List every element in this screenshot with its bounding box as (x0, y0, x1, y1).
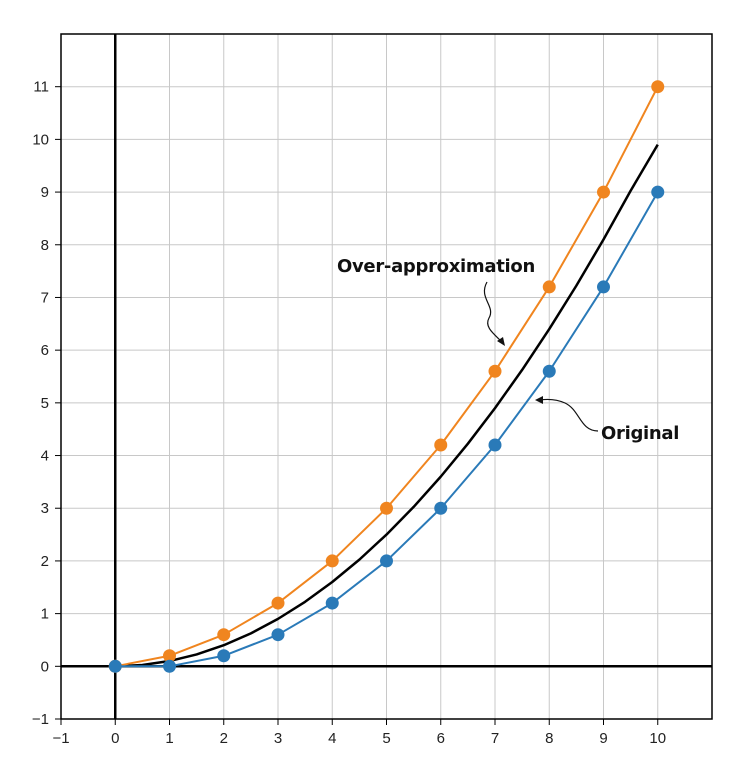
annotations: Over-approximation Original (337, 256, 679, 444)
data-point-series-2 (325, 596, 339, 610)
y-tick-label: 6 (41, 342, 49, 359)
y-tick-label: 11 (33, 79, 49, 96)
y-tick-label: 9 (41, 184, 49, 201)
grid (60, 33, 713, 720)
data-point-series-2 (217, 649, 231, 663)
x-tick-label: 2 (220, 730, 228, 747)
data-point-over-approximation (325, 554, 339, 568)
tick-labels: −1 0 1 2 3 4 5 6 7 8 9 10 −1 0 1 2 3 4 5 6 7 8 9 10 11 (32, 79, 666, 747)
annotation-over-approximation-arrow (483, 281, 503, 343)
data-point-over-approximation (217, 628, 231, 642)
series (108, 80, 665, 673)
x-tick-label: 6 (437, 730, 445, 747)
data-point-over-approximation (163, 649, 176, 663)
y-tick-label: 2 (41, 553, 49, 570)
data-point-series-2 (271, 628, 285, 642)
x-tick-label: 1 (165, 730, 173, 747)
x-tick-label: 9 (599, 730, 607, 747)
data-point-series-2 (597, 280, 610, 294)
y-tick-label: 3 (41, 500, 49, 517)
annotation-over-approximation: Over-approximation (337, 256, 535, 277)
x-tick-label: 7 (491, 730, 499, 747)
data-point-series-2 (651, 185, 665, 199)
series-line-original (115, 144, 659, 668)
data-point-over-approximation (488, 364, 502, 378)
y-tick-label: 8 (41, 237, 49, 254)
annotation-original-arrow (539, 398, 599, 432)
data-point-series-2 (488, 438, 502, 452)
data-point-series-2 (163, 659, 176, 673)
data-point-series-2 (108, 659, 122, 673)
data-point-over-approximation (651, 80, 665, 94)
x-tick-label: 0 (111, 730, 119, 747)
data-point-over-approximation (380, 501, 393, 515)
x-tick-label: 3 (274, 730, 282, 747)
y-tick-label: 0 (41, 658, 49, 675)
annotation-original-arrowhead (535, 396, 543, 404)
x-tick-label: −1 (52, 730, 69, 747)
data-point-series-2 (380, 554, 393, 568)
data-point-series-2 (434, 501, 448, 515)
annotation-original: Original (601, 423, 679, 444)
x-tick-label: 10 (649, 730, 666, 747)
y-tick-label: 10 (32, 131, 49, 148)
data-point-over-approximation (542, 280, 556, 294)
data-point-over-approximation (434, 438, 448, 452)
data-point-over-approximation (597, 185, 610, 199)
x-tick-label: 4 (328, 730, 336, 747)
x-tick-label: 8 (545, 730, 553, 747)
y-tick-label: 7 (41, 289, 49, 306)
y-tick-label: 5 (41, 395, 49, 412)
y-tick-label: −1 (32, 711, 49, 728)
x-tick-label: 5 (382, 730, 390, 747)
annotation-over-approximation-arrowhead (497, 337, 505, 346)
y-tick-label: 4 (41, 448, 49, 465)
plot-frame (60, 33, 713, 720)
y-tick-label: 1 (41, 606, 49, 623)
data-point-series-2 (542, 364, 556, 378)
data-point-over-approximation (271, 596, 285, 610)
